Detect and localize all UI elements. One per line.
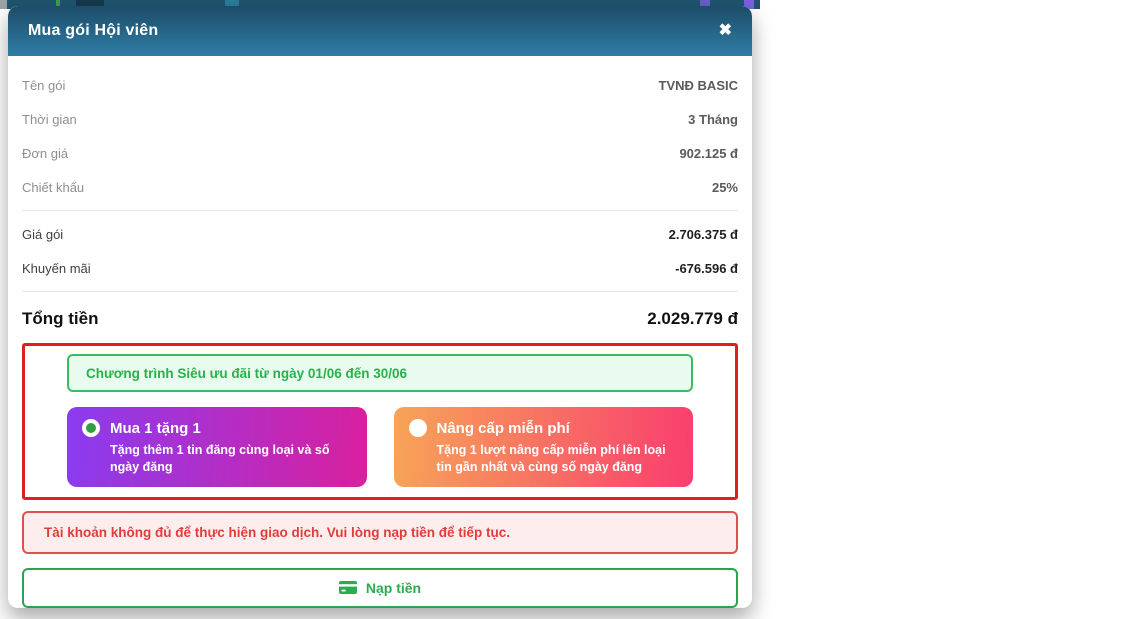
pricing-row-promotion: Khuyến mãi -676.596 đ xyxy=(22,251,738,285)
backdrop-fragment xyxy=(76,0,104,9)
pricing-row-package-price: Giá gói 2.706.375 đ xyxy=(22,217,738,251)
modal-header: Mua gói Hội viên ✖ xyxy=(8,6,752,56)
row-label: Chiết khấu xyxy=(22,179,85,195)
detail-row-duration: Thời gian 3 Tháng xyxy=(22,102,738,136)
divider xyxy=(22,291,738,292)
backdrop-fragment xyxy=(744,0,754,9)
credit-card-icon xyxy=(338,581,357,595)
promotion-banner: Chương trình Siêu ưu đãi từ ngày 01/06 đ… xyxy=(67,354,693,392)
option-buy-1-get-1[interactable]: Mua 1 tặng 1 Tặng thêm 1 tin đăng cùng l… xyxy=(67,407,367,487)
row-value: -676.596 đ xyxy=(675,260,738,276)
radio-selected-icon[interactable] xyxy=(82,419,100,437)
total-value: 2.029.779 đ xyxy=(647,309,738,328)
page-backdrop-strip xyxy=(0,0,760,9)
detail-row-package-name: Tên gói TVNĐ BASIC xyxy=(22,68,738,102)
insufficient-funds-alert: Tài khoản không đủ để thực hiện giao dịc… xyxy=(22,510,738,554)
modal-title: Mua gói Hội viên xyxy=(28,22,159,39)
backdrop-fragment xyxy=(225,0,239,9)
divider xyxy=(22,210,738,211)
row-label: Thời gian xyxy=(22,111,77,127)
detail-row-discount: Chiết khấu 25% xyxy=(22,170,738,204)
topup-button-label: Nạp tiền xyxy=(365,579,422,596)
option-free-upgrade[interactable]: Nâng cấp miễn phí Tặng 1 lượt nâng cấp m… xyxy=(393,407,693,487)
row-label: Đơn giá xyxy=(22,145,69,161)
total-row: Tổng tiền 2.029.779 đ xyxy=(22,298,738,340)
close-icon[interactable]: ✖ xyxy=(718,22,732,39)
backdrop-fragment xyxy=(700,0,710,9)
row-label: Giá gói xyxy=(22,226,64,242)
row-value: 902.125 đ xyxy=(679,145,738,161)
option-description: Tặng thêm 1 tin đăng cùng loại và số ngà… xyxy=(110,443,330,474)
promotion-options: Mua 1 tặng 1 Tặng thêm 1 tin đăng cùng l… xyxy=(67,407,693,487)
option-title: Nâng cấp miễn phí xyxy=(436,419,570,437)
row-value: 25% xyxy=(711,179,738,195)
row-value: TVNĐ BASIC xyxy=(658,77,738,93)
modal-body: Tên gói TVNĐ BASIC Thời gian 3 Tháng Đơn… xyxy=(8,56,752,608)
radio-unselected-icon[interactable] xyxy=(408,419,427,437)
row-value: 2.706.375 đ xyxy=(668,226,738,242)
row-value: 3 Tháng xyxy=(688,111,738,127)
row-label: Khuyến mãi xyxy=(22,260,91,276)
option-title: Mua 1 tặng 1 xyxy=(110,419,201,437)
promotion-container: Chương trình Siêu ưu đãi từ ngày 01/06 đ… xyxy=(22,343,738,500)
topup-button[interactable]: Nạp tiền xyxy=(22,567,738,608)
total-label: Tổng tiền xyxy=(22,309,99,328)
detail-row-unit-price: Đơn giá 902.125 đ xyxy=(22,136,738,170)
option-description: Tặng 1 lượt nâng cấp miễn phí lên loại t… xyxy=(436,443,666,474)
row-label: Tên gói xyxy=(22,77,66,93)
buy-membership-modal: Mua gói Hội viên ✖ Tên gói TVNĐ BASIC Th… xyxy=(8,6,752,608)
option-header: Mua 1 tặng 1 xyxy=(82,419,352,437)
backdrop-fragment xyxy=(56,0,60,9)
option-header: Nâng cấp miễn phí xyxy=(408,419,679,437)
backdrop-fragment xyxy=(0,0,7,9)
